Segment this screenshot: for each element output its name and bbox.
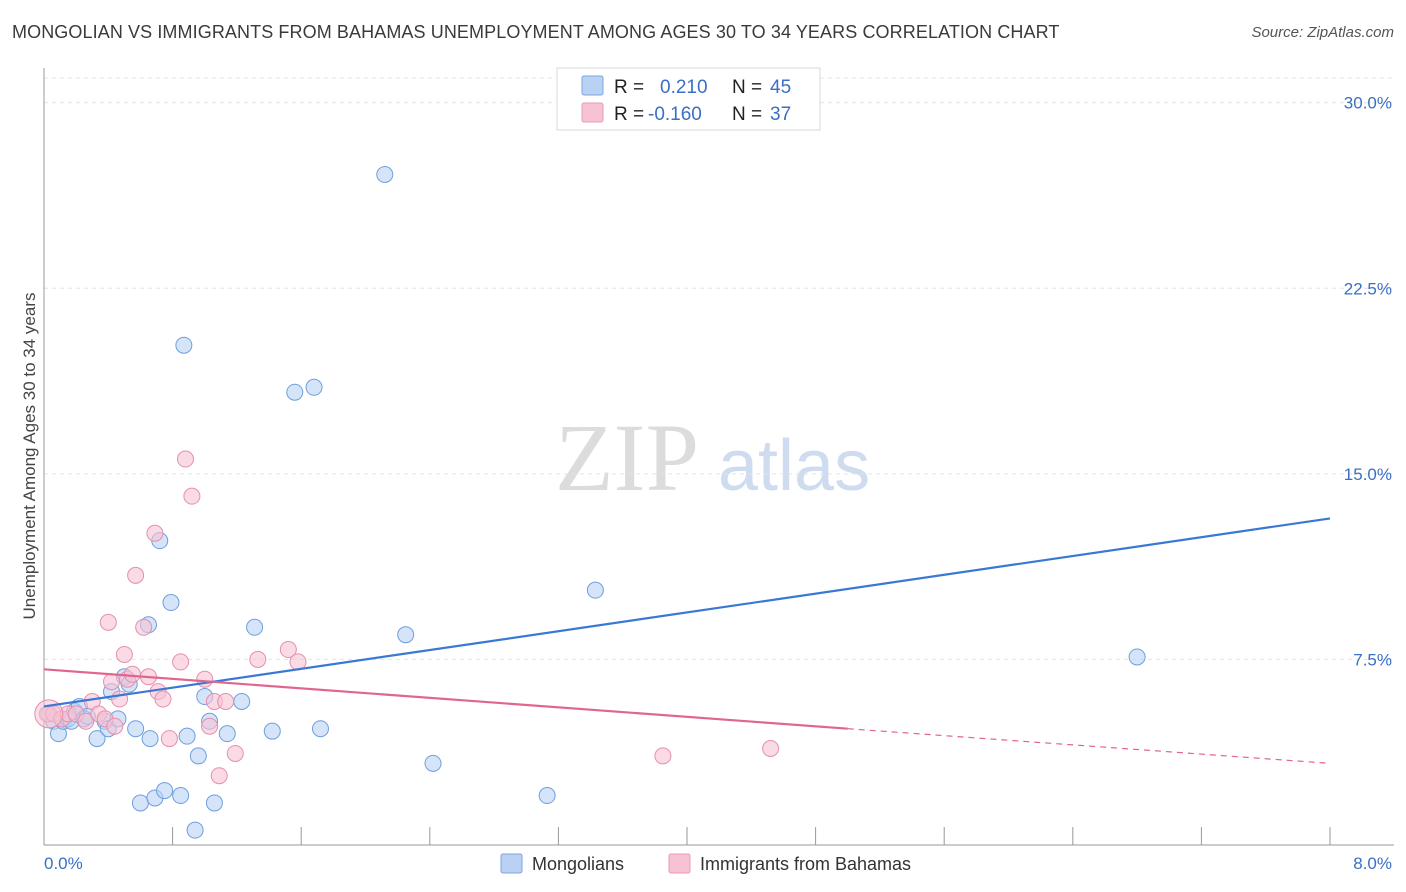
- data-point-mongolians: [263, 722, 281, 740]
- data-point-bahamas: [77, 712, 95, 730]
- legend-swatch-mongolians: [581, 75, 604, 96]
- chart-title: MONGOLIAN VS IMMIGRANTS FROM BAHAMAS UNE…: [12, 22, 1060, 42]
- data-point-mongolians: [162, 594, 180, 612]
- data-point-bahamas: [183, 487, 201, 505]
- data-point-mongolians: [311, 720, 329, 738]
- data-point-mongolians: [1128, 648, 1146, 666]
- y-tick-label: 15.0%: [1344, 465, 1392, 484]
- watermark-zip: ZIP: [555, 404, 699, 511]
- series-legend: Mongolians Immigrants from Bahamas: [500, 853, 911, 874]
- data-point-mongolians: [218, 725, 236, 743]
- data-point-cluster: [34, 699, 64, 729]
- series-bahamas-points: [34, 450, 780, 785]
- trend-line-bahamas-extrapolated: [847, 728, 1331, 764]
- legend-n-label-1: N =: [732, 77, 762, 98]
- data-point-bahamas: [249, 650, 267, 668]
- data-point-bahamas: [762, 740, 780, 758]
- data-point-bahamas: [123, 665, 141, 683]
- legend-n-value-1: 45: [770, 77, 791, 98]
- data-point-bahamas: [146, 524, 164, 542]
- data-point-bahamas: [115, 645, 133, 663]
- data-point-mongolians: [178, 727, 196, 745]
- data-point-mongolians: [397, 626, 415, 644]
- data-point-bahamas: [210, 767, 228, 785]
- data-point-mongolians: [172, 787, 190, 805]
- gridlines: [44, 77, 1394, 660]
- data-point-mongolians: [186, 821, 204, 839]
- data-point-bahamas: [172, 653, 190, 671]
- data-point-bahamas: [135, 618, 153, 636]
- data-point-bahamas: [201, 717, 219, 735]
- x-axis-ticks: [43, 827, 1331, 845]
- legend-r-label-1: R =: [614, 77, 644, 98]
- data-point-mongolians: [88, 730, 106, 748]
- data-point-mongolians: [233, 692, 251, 710]
- x-tick-label-min: 0.0%: [44, 854, 83, 873]
- data-point-bahamas: [106, 717, 124, 735]
- data-point-mongolians: [246, 618, 264, 636]
- bottom-legend-bahamas: Immigrants from Bahamas: [700, 854, 911, 874]
- data-point-mongolians: [189, 747, 207, 765]
- legend-swatch-bahamas: [581, 102, 604, 123]
- bottom-legend-mongolians: Mongolians: [532, 854, 624, 874]
- data-point-mongolians: [131, 794, 149, 812]
- data-point-bahamas: [111, 690, 129, 708]
- x-tick-label-max: 8.0%: [1353, 854, 1392, 873]
- legend-n-value-2: 37: [770, 104, 791, 125]
- data-point-mongolians: [538, 787, 556, 805]
- correlation-legend: R = 0.210 N = 45 R = -0.160 N = 37: [556, 67, 821, 131]
- data-point-bahamas: [176, 450, 194, 468]
- trend-line-bahamas: [43, 668, 848, 730]
- legend-n-label-2: N =: [732, 104, 762, 125]
- data-point-mongolians: [376, 165, 394, 183]
- data-point-bahamas: [279, 641, 297, 659]
- data-point-bahamas: [103, 673, 121, 691]
- watermark: ZIP atlas: [555, 404, 870, 511]
- legend-r-value-1: 0.210: [660, 77, 708, 98]
- data-point-mongolians: [127, 720, 145, 738]
- data-point-mongolians: [286, 383, 304, 401]
- data-point-mongolians: [205, 794, 223, 812]
- data-point-bahamas: [654, 747, 672, 765]
- legend-r-value-2: -0.160: [648, 104, 702, 125]
- data-point-mongolians: [141, 730, 159, 748]
- data-point-bahamas: [226, 744, 244, 762]
- legend-r-label-2: R =: [614, 104, 644, 125]
- data-point-mongolians: [424, 754, 442, 772]
- y-tick-label: 22.5%: [1344, 279, 1392, 298]
- data-point-bahamas: [217, 692, 235, 710]
- y-tick-labels: 7.5% 15.0% 22.5% 30.0%: [1344, 94, 1392, 670]
- bottom-legend-swatch-bahamas: [668, 853, 691, 874]
- data-point-bahamas: [127, 566, 145, 584]
- y-axis-label: Unemployment Among Ages 30 to 34 years: [20, 293, 39, 620]
- data-point-bahamas: [154, 690, 172, 708]
- data-point-mongolians: [586, 581, 604, 599]
- data-point-bahamas: [99, 613, 117, 631]
- data-point-mongolians: [305, 378, 323, 396]
- y-tick-label: 30.0%: [1344, 94, 1392, 113]
- trend-line-mongolians: [43, 517, 1331, 708]
- bottom-legend-swatch-mongolians: [500, 853, 523, 874]
- data-point-mongolians: [175, 336, 193, 354]
- data-point-mongolians: [156, 782, 174, 800]
- source-attribution: Source: ZipAtlas.com: [1251, 24, 1394, 41]
- data-point-bahamas: [160, 730, 178, 748]
- watermark-atlas: atlas: [718, 426, 870, 506]
- y-tick-label: 7.5%: [1353, 650, 1392, 669]
